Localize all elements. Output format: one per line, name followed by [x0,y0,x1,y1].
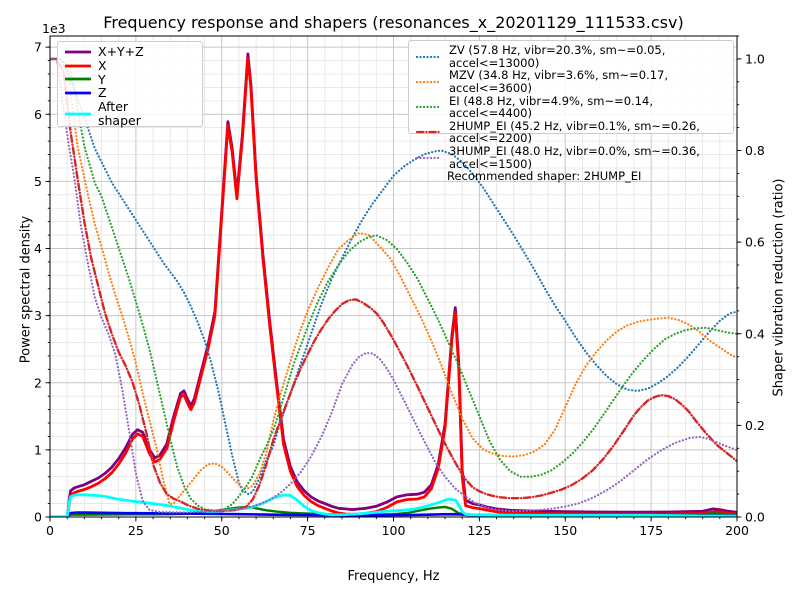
svg-text:2: 2 [34,375,42,390]
x-axis-label: Frequency, Hz [347,569,440,584]
dotted-line-swatch-icon [416,106,442,109]
legend-entry-label: Y [98,71,106,87]
legend-entry-label: 3HUMP_EI (48.0 Hz, vibr=0.0%, sm~=0.36, … [449,144,700,171]
svg-text:0.0: 0.0 [745,510,765,525]
dotted-line-swatch-icon [416,80,442,84]
legend-shapers: ZV (57.8 Hz, vibr=20.3%, sm~=0.05, accel… [408,40,734,183]
svg-text:0: 0 [46,523,54,538]
solid-line-swatch-icon [65,77,91,81]
svg-text:5: 5 [34,174,42,189]
svg-text:75: 75 [300,523,316,538]
solid-line-swatch-icon [65,50,91,54]
svg-text:175: 175 [639,523,663,538]
y-axis-label-left: Power spectral density [18,215,34,364]
svg-text:0.6: 0.6 [745,235,765,250]
svg-text:3: 3 [34,308,42,323]
legend-entry: ZV (57.8 Hz, vibr=20.3%, sm~=0.05, accel… [416,44,726,69]
svg-text:6: 6 [34,107,42,122]
legend-entry: 3HUMP_EI (48.0 Hz, vibr=0.0%, sm~=0.36, … [416,145,726,170]
solid-line-swatch-icon [65,91,91,95]
svg-text:100: 100 [382,523,406,538]
dotted-line-swatch-icon [416,156,442,159]
svg-text:200: 200 [725,523,749,538]
svg-text:1: 1 [34,442,42,457]
dashdot-line-swatch-icon [416,131,442,134]
svg-text:1.0: 1.0 [745,51,765,66]
legend-entry-label: 2HUMP_EI (45.2 Hz, vibr=0.1%, sm~=0.26, … [449,118,700,146]
recommended-shaper-note: Recommended shaper: 2HUMP_EI [447,169,642,184]
svg-text:150: 150 [553,523,577,538]
legend-entry: MZV (34.8 Hz, vibr=3.6%, sm~=0.17, accel… [416,69,726,94]
legend-psd: X+Y+Z X Y Z After shaper [57,41,203,127]
chart-title: Frequency response and shapers (resonanc… [103,13,684,32]
solid-line-swatch-icon [65,64,91,68]
legend-entry: X+Y+Z [65,45,195,59]
legend-entry-label: MZV (34.8 Hz, vibr=3.6%, sm~=0.17, accel… [449,68,668,95]
legend-entry: 2HUMP_EI (45.2 Hz, vibr=0.1%, sm~=0.26, … [416,118,726,146]
svg-text:50: 50 [214,523,230,538]
svg-text:25: 25 [128,523,144,538]
svg-text:0: 0 [34,510,42,525]
legend-entry-label: X [98,57,107,73]
legend-entry: EI (48.8 Hz, vibr=4.9%, sm~=0.14, accel<… [416,93,726,121]
svg-text:0.2: 0.2 [745,418,765,433]
legend-entry: Y [65,71,195,87]
legend-entry: X [65,57,195,73]
y-axis-label-right: Shaper vibration reduction (ratio) [771,178,787,397]
legend-entry: Z [65,86,195,100]
svg-text:0.4: 0.4 [745,326,765,341]
solid-line-swatch-icon [65,112,91,116]
legend-entry-label: EI (48.8 Hz, vibr=4.9%, sm~=0.14, accel<… [449,93,653,121]
legend-entry-label: After shaper [98,99,141,128]
svg-text:7: 7 [34,40,42,55]
legend-entry-label: Z [98,85,107,101]
legend-entry-label: ZV (57.8 Hz, vibr=20.3%, sm~=0.05, accel… [449,43,666,70]
svg-text:4: 4 [34,241,42,256]
svg-text:0.8: 0.8 [745,143,765,158]
dotted-line-swatch-icon [416,55,442,58]
y-axis-offset-text: 1e3 [42,21,66,36]
svg-text:125: 125 [467,523,491,538]
legend-entry-label: X+Y+Z [98,44,144,59]
legend-entry: After shaper [65,100,195,128]
